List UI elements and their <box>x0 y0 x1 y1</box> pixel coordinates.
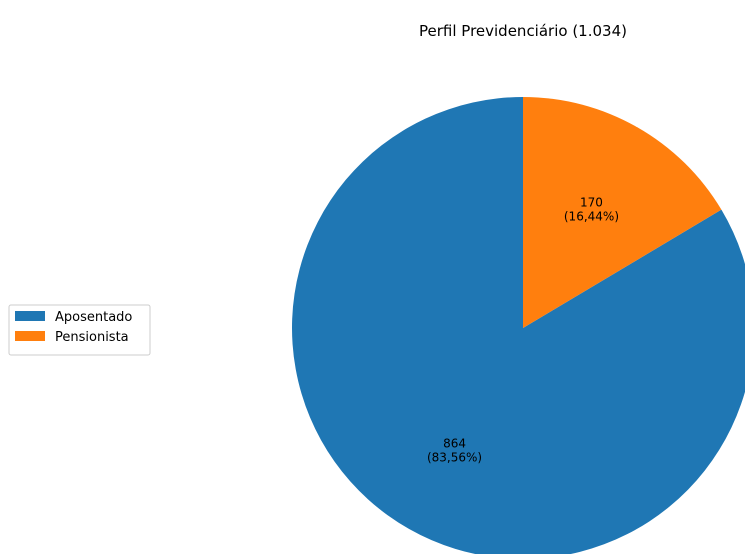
slice-percent-label: (16,44%) <box>564 209 619 223</box>
slice-value-label: 170 <box>580 195 603 209</box>
slice-percent-label: (83,56%) <box>427 451 482 465</box>
legend-swatch-pensionista <box>15 331 45 341</box>
pie-slices <box>292 97 745 558</box>
pie-slice-aposentado <box>292 97 745 558</box>
legend: Aposentado Pensionista <box>8 304 151 356</box>
pie-labels: 864(83,56%) 170(16,44%) <box>427 195 619 464</box>
chart-title: Perfil Previdenciário (1.034) <box>419 22 627 40</box>
pie-slice-pensionista <box>523 97 722 328</box>
legend-swatch-aposentado <box>15 311 45 321</box>
slice-value-label: 864 <box>443 437 466 451</box>
legend-label-aposentado: Aposentado <box>55 310 132 325</box>
legend-label-pensionista: Pensionista <box>55 330 129 345</box>
